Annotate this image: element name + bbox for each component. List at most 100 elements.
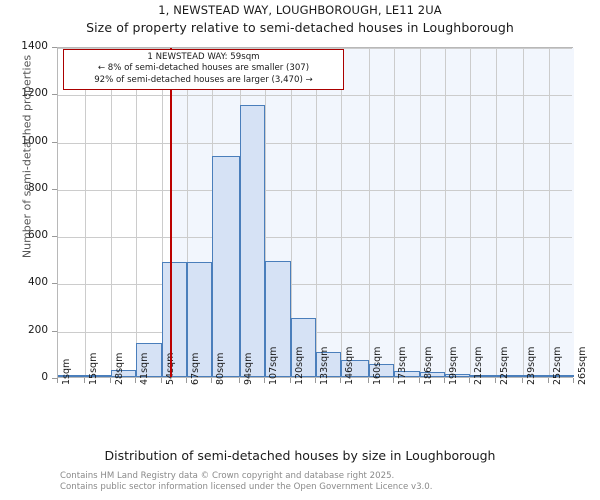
- x-axis-tick-label: 15sqm: [88, 352, 100, 385]
- y-axis-tick: [52, 283, 57, 285]
- y-axis-tick: [52, 188, 57, 190]
- gridline-x-160: [368, 48, 370, 377]
- y-axis-tick-label: 1000: [21, 134, 48, 147]
- gridline-x-15: [85, 48, 87, 377]
- x-axis-tick: [84, 378, 86, 383]
- x-axis-tick-label: 1sqm: [61, 358, 72, 385]
- footer-attribution: Contains HM Land Registry data © Crown c…: [60, 471, 580, 494]
- y-axis-tick-label: 0: [41, 371, 48, 383]
- histogram-bar: [58, 375, 86, 377]
- gridline-x-146: [341, 48, 343, 377]
- gridline-x-212: [470, 48, 472, 377]
- histogram-bars: [58, 48, 574, 377]
- y-axis-tick: [52, 378, 57, 379]
- chart-title: 1, NEWSTEAD WAY, LOUGHBOROUGH, LE11 2UA: [158, 3, 442, 17]
- histogram-bar: [445, 374, 471, 377]
- histogram-bar: [548, 375, 574, 377]
- x-axis-tick: [393, 378, 395, 383]
- x-axis-tick: [367, 378, 369, 383]
- footer-line-1: Contains HM Land Registry data © Crown c…: [60, 471, 395, 481]
- y-axis-tick: [52, 141, 57, 143]
- x-axis-tick: [57, 378, 58, 383]
- gridline-x-199: [445, 48, 446, 377]
- histogram-bar: [316, 351, 342, 377]
- x-axis-tick-label: 252sqm: [551, 346, 563, 385]
- gridline-y-800: [58, 189, 572, 191]
- plot-area: [57, 47, 574, 378]
- histogram-bar: [368, 364, 395, 377]
- histogram-bar: [265, 261, 291, 377]
- histogram-bar: [136, 343, 162, 377]
- histogram-bar: [394, 370, 420, 377]
- histogram-bar: [187, 261, 213, 377]
- annotation-line-1: 1 NEWSTEAD WAY: 59sqm: [147, 52, 260, 62]
- x-axis-tick-label: 173sqm: [397, 346, 409, 385]
- histogram-bar: [161, 261, 187, 377]
- x-axis-tick: [522, 378, 524, 383]
- x-axis-tick-label: 186sqm: [422, 346, 434, 385]
- x-axis-tick-label: 94sqm: [242, 352, 254, 385]
- y-axis-tick-label: 400: [27, 276, 48, 289]
- y-axis-tick-label: 1200: [21, 87, 48, 100]
- x-axis-tick-label: 160sqm: [371, 346, 383, 385]
- gridline-x-225: [495, 48, 497, 377]
- histogram-bar: [419, 372, 445, 377]
- gridline-x-252: [548, 48, 550, 377]
- x-axis-tick: [494, 378, 496, 383]
- x-axis-tick-label: 199sqm: [448, 346, 459, 385]
- gridline-x-67: [187, 48, 188, 377]
- annotation-line-2: ← 8% of semi-detached houses are smaller…: [97, 63, 310, 74]
- x-axis-tick-label: 239sqm: [526, 346, 538, 385]
- x-axis-tick: [469, 378, 471, 383]
- x-axis-tick-label: 265sqm: [577, 346, 588, 385]
- y-axis-tick: [52, 236, 57, 238]
- annotation-line-3: 92% of semi-detached houses are larger (…: [94, 74, 313, 85]
- x-axis-tick-label: 212sqm: [473, 346, 485, 385]
- x-axis-tick-label: 41sqm: [139, 352, 151, 385]
- gridline-y-600: [58, 237, 572, 239]
- y-axis-tick-label: 200: [27, 323, 48, 336]
- x-axis-tick-label: 133sqm: [319, 346, 330, 385]
- x-axis-tick: [547, 378, 549, 383]
- histogram-bar: [290, 317, 316, 377]
- chart-subtitle: Size of property relative to semi-detach…: [86, 20, 514, 35]
- annotation-box: 1 NEWSTEAD WAY: 59sqm ← 8% of semi-detac…: [63, 49, 344, 91]
- gridline-x-28: [110, 48, 112, 377]
- x-axis-tick-label: 80sqm: [215, 352, 227, 385]
- y-axis-tick-label: 1400: [21, 40, 48, 52]
- x-axis-tick-label: 146sqm: [344, 346, 356, 385]
- footer-line-2: Contains public sector information licen…: [60, 482, 433, 493]
- histogram-bar: [523, 375, 549, 377]
- gridline-x-107: [265, 48, 267, 377]
- x-axis-tick: [340, 378, 342, 383]
- gridline-y-1000: [58, 142, 572, 144]
- histogram-bar: [341, 359, 369, 377]
- x-axis-tick: [264, 378, 266, 383]
- histogram-bar: [239, 105, 266, 377]
- y-axis-tick: [52, 330, 57, 332]
- histogram-bar: [495, 374, 524, 377]
- x-axis-tick-label: 28sqm: [113, 352, 125, 385]
- x-axis-tick: [573, 378, 574, 383]
- x-axis-tick: [289, 378, 291, 383]
- x-axis-tick: [444, 378, 445, 383]
- x-axis-tick-label: 120sqm: [293, 346, 305, 385]
- y-axis-tick: [52, 47, 57, 48]
- gridline-x-54: [161, 48, 163, 377]
- x-axis-tick: [238, 378, 240, 383]
- gridline-x-133: [316, 48, 317, 377]
- histogram-bar: [110, 369, 137, 377]
- gridline-y-400: [58, 284, 572, 286]
- x-axis-title: Distribution of semi-detached houses by …: [104, 448, 496, 463]
- histogram-bar: [85, 375, 111, 377]
- x-axis-tick-label: 225sqm: [498, 346, 510, 385]
- x-axis-tick: [160, 378, 162, 383]
- gridline-x-41: [136, 48, 138, 377]
- x-axis-tick: [135, 378, 137, 383]
- histogram-bar: [212, 155, 240, 377]
- gridline-x-239: [523, 48, 525, 377]
- property-size-marker-line: [170, 48, 173, 377]
- x-axis-tick: [186, 378, 187, 383]
- y-axis-tick-label: 800: [27, 181, 48, 194]
